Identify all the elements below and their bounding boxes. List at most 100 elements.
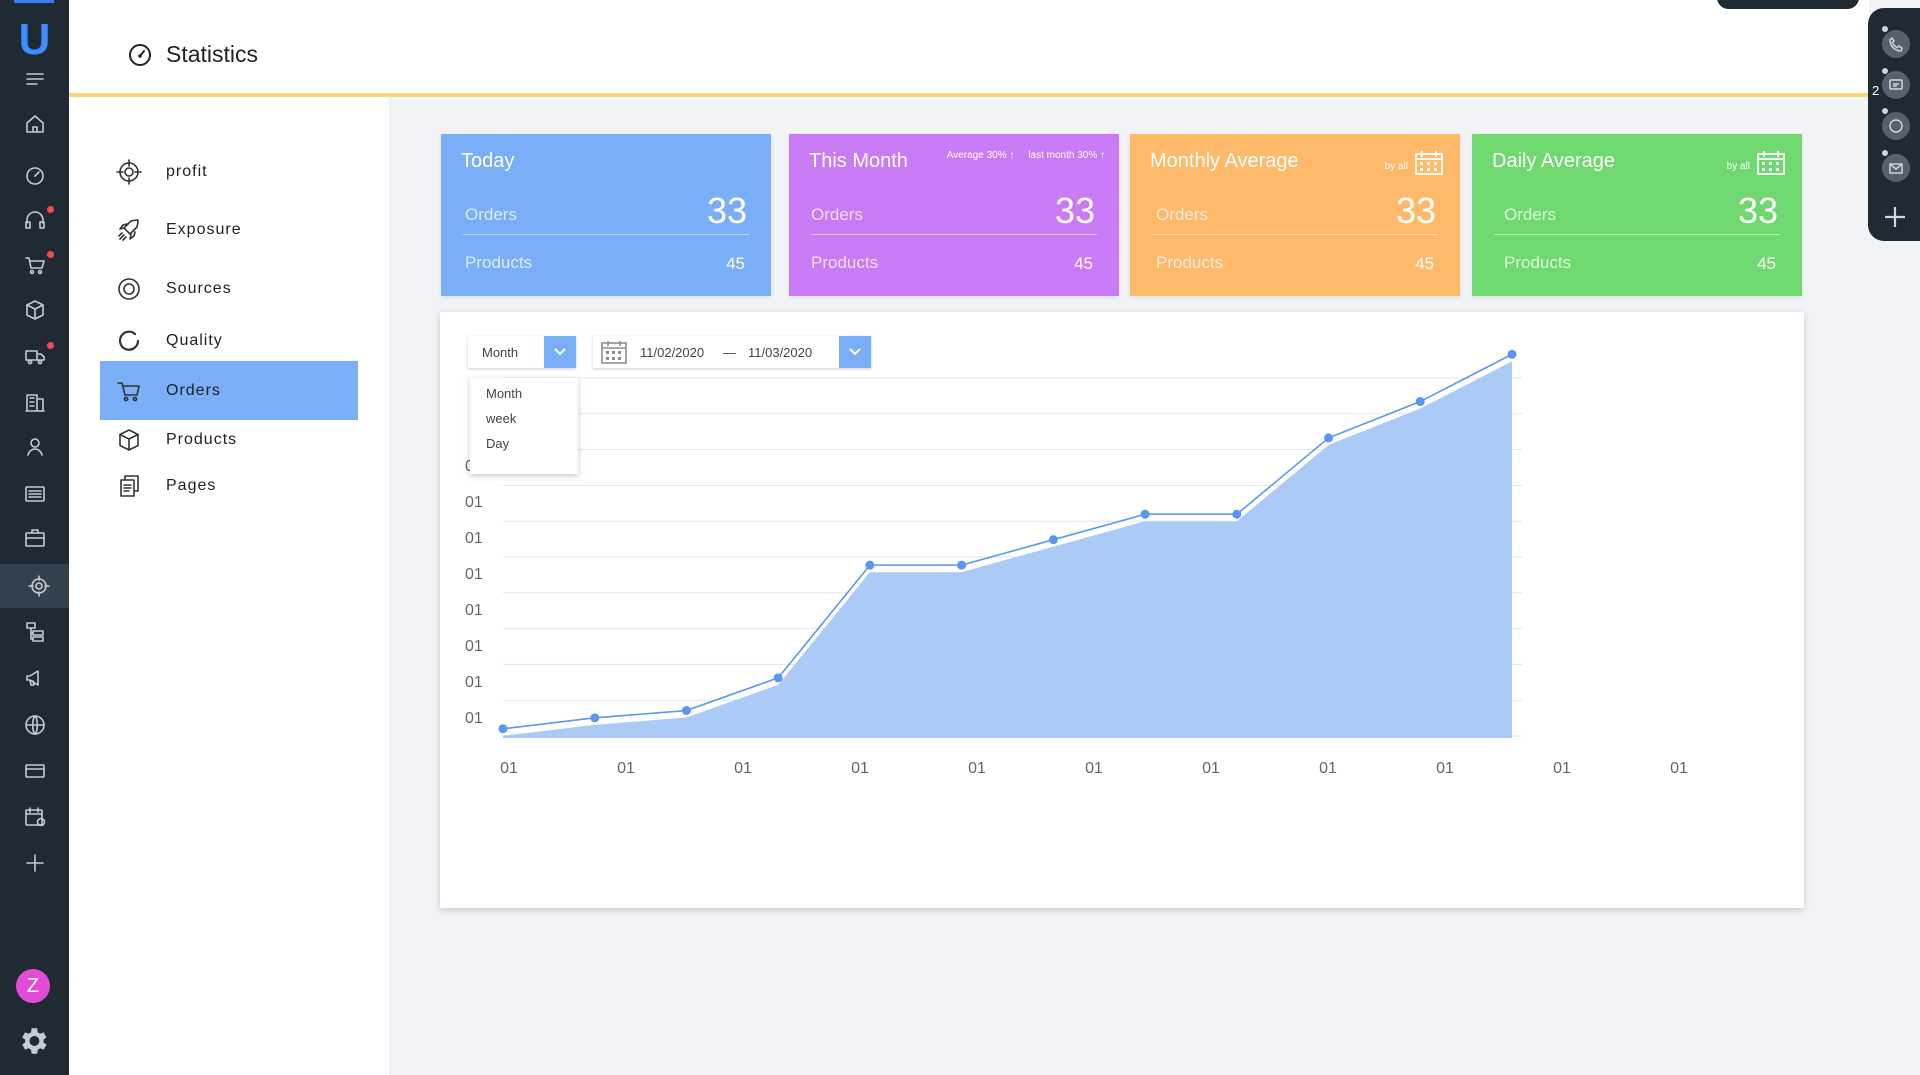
subnav-item-label: Sources [166, 279, 232, 297]
subnav-item-label: Orders [166, 381, 221, 399]
avatar[interactable]: Z [16, 969, 50, 1003]
y-tick-label: 01 [465, 674, 483, 691]
average-tag: Average 30% [946, 150, 1007, 161]
gear-icon[interactable] [16, 1024, 50, 1058]
plus-icon[interactable] [1880, 202, 1910, 232]
divider [811, 234, 1097, 235]
card-monthly-average: Monthly Average by all Orders 33 Product… [1130, 134, 1460, 296]
y-tick-label: 01 [465, 530, 483, 547]
globe-icon[interactable] [0, 703, 69, 747]
period-option-week[interactable]: week [486, 411, 517, 426]
refresh-icon [114, 326, 144, 356]
hierarchy-icon[interactable] [0, 610, 69, 654]
divider [463, 234, 749, 235]
period-option-day[interactable]: Day [486, 436, 510, 451]
arrow-up-icon: ↑ [1100, 150, 1105, 161]
chevron-down-icon[interactable] [839, 336, 871, 368]
page-header: Statistics [69, 0, 1869, 97]
subnav-item-quality[interactable]: Quality [100, 311, 358, 370]
subnav-item-orders[interactable]: Orders [100, 361, 358, 420]
subnav-item-pages[interactable]: Pages [100, 456, 358, 515]
card-this-month: This Month Average 30% ↑ last month 30% … [789, 134, 1119, 296]
x-tick-label: 01 [617, 760, 635, 777]
x-tick-label: 01 [851, 760, 869, 777]
data-point [1324, 433, 1334, 443]
data-point [1048, 535, 1058, 545]
x-tick-label: 01 [1436, 760, 1454, 777]
orders-value: 33 [706, 190, 747, 231]
phone-icon[interactable] [1882, 30, 1910, 58]
subnav-item-profit[interactable]: profit [100, 142, 358, 201]
calendar-icon[interactable] [1756, 150, 1786, 176]
box-icon [114, 425, 144, 455]
chat-icon[interactable] [1882, 71, 1910, 99]
header-pill[interactable] [1717, 0, 1859, 9]
calendar-icon[interactable] [0, 795, 69, 839]
box-icon[interactable] [0, 288, 69, 332]
x-tick-label: 01 [500, 760, 518, 777]
list-icon[interactable] [0, 472, 69, 516]
target-icon[interactable] [0, 564, 77, 608]
dock-badge: 2 [1872, 83, 1880, 98]
date-to[interactable]: 11/03/2020 [748, 345, 813, 360]
divider [1494, 234, 1780, 235]
comparison-tags: Average 30% ↑ last month 30% ↑ [947, 150, 1105, 161]
megaphone-icon[interactable] [0, 656, 69, 700]
products-value: 45 [1757, 254, 1776, 273]
card-today: Today Orders 33 Products 45 [441, 134, 771, 296]
orders-value: 33 [1395, 190, 1436, 231]
data-point [1415, 397, 1425, 407]
left-rail: U [0, 0, 77, 1075]
x-tick-label: 01 [968, 760, 986, 777]
chevron-down-icon[interactable] [544, 336, 576, 368]
app-logo[interactable]: U [18, 15, 51, 64]
data-point [590, 713, 600, 723]
subnav-item-exposure[interactable]: Exposure [100, 200, 358, 259]
data-point [1507, 349, 1517, 359]
products-value: 45 [726, 254, 745, 273]
date-from[interactable]: 11/02/2020 [640, 345, 705, 360]
home-icon[interactable] [0, 102, 69, 146]
y-tick-label: 01 [465, 566, 483, 583]
building-icon[interactable] [0, 380, 69, 424]
ring-icon [114, 274, 144, 304]
message-icon[interactable] [1882, 112, 1910, 140]
orders-value: 33 [1737, 190, 1778, 231]
card-title: Monthly Average [1150, 150, 1299, 172]
period-dropdown-menu: Month week Day [470, 378, 578, 474]
orders-label: Orders [811, 205, 863, 224]
briefcase-icon[interactable] [0, 516, 69, 560]
card-icon[interactable] [0, 749, 69, 793]
date-separator: — [723, 345, 736, 360]
calendar-icon[interactable] [601, 340, 627, 364]
subnav-item-products[interactable]: Products [100, 410, 358, 469]
orders-label: Orders [1504, 205, 1556, 224]
rocket-icon [114, 215, 144, 245]
status-dot [1882, 108, 1888, 114]
card-title: Daily Average [1492, 150, 1616, 172]
subnav-item-label: Quality [166, 331, 223, 349]
period-select[interactable]: Month [468, 336, 576, 368]
card-daily-average: Daily Average by all Orders 33 Products … [1472, 134, 1802, 296]
dashboard-icon[interactable] [0, 153, 69, 197]
truck-icon[interactable] [0, 334, 69, 378]
user-icon[interactable] [0, 425, 69, 469]
period-select-value: Month [482, 345, 519, 360]
cart-icon[interactable] [0, 243, 69, 287]
status-dot [1882, 68, 1888, 74]
subnav-item-sources[interactable]: Sources [100, 259, 358, 318]
headset-icon[interactable] [0, 198, 69, 242]
subnav-item-label: profit [166, 162, 208, 180]
orders-value: 33 [1054, 190, 1095, 231]
x-tick-label: 01 [1553, 760, 1571, 777]
by-all-label: by all [1384, 161, 1408, 172]
menu-icon[interactable] [0, 57, 69, 101]
date-range-picker[interactable]: 11/02/2020 — 11/03/2020 [593, 336, 871, 368]
calendar-icon[interactable] [1414, 150, 1444, 176]
target-icon [114, 157, 144, 187]
mail-icon[interactable] [1882, 154, 1910, 182]
period-option-month[interactable]: Month [486, 386, 523, 401]
y-tick-label: 01 [465, 638, 483, 655]
notification-dot [47, 206, 54, 213]
plus-icon[interactable] [0, 841, 69, 885]
